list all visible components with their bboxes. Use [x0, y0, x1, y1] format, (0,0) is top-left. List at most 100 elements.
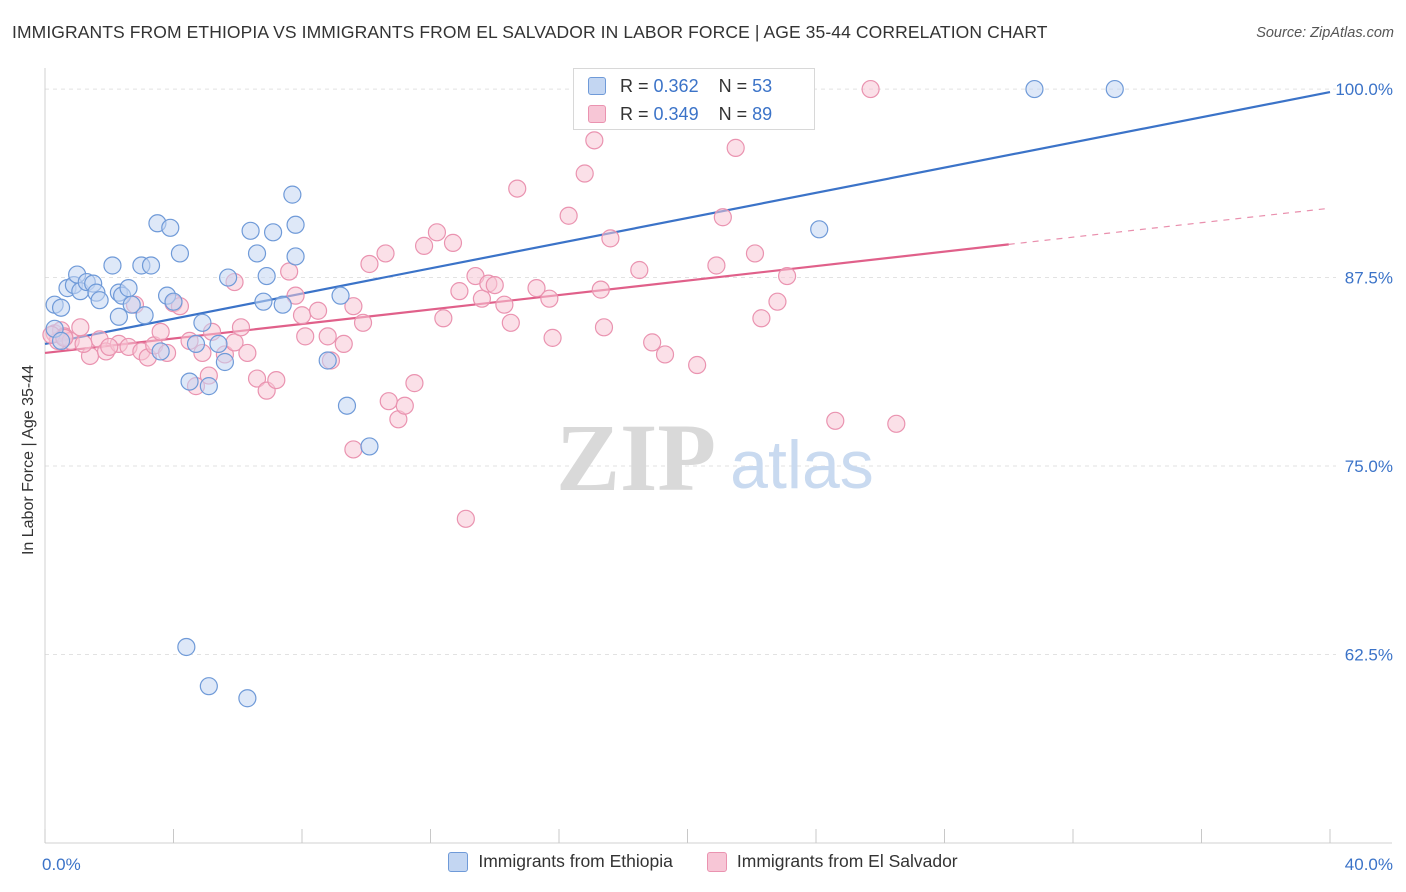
- el-salvador-point: [238, 343, 257, 363]
- el-salvador-point: [405, 374, 424, 393]
- el-salvador-point: [334, 334, 353, 354]
- ethiopia-point: [103, 256, 122, 275]
- el-salvador-point: [508, 179, 527, 198]
- el-salvador-point: [414, 236, 434, 255]
- el-salvador-point: [286, 286, 305, 305]
- el-salvador-point: [74, 334, 93, 354]
- el-salvador-point: [601, 229, 620, 248]
- trend-lines: [44, 91, 1331, 355]
- ethiopia-point: [199, 377, 218, 396]
- ethiopia-point: [1025, 79, 1044, 99]
- ethiopia-point: [151, 342, 170, 361]
- watermark: ZIP atlas: [556, 404, 874, 511]
- stats-r-label: R =: [620, 103, 649, 124]
- legend-label-ethiopia: Immigrants from Ethiopia: [478, 851, 673, 871]
- el-salvador-point: [630, 260, 649, 280]
- el-salvador-point: [861, 79, 880, 99]
- el-salvador-point: [280, 262, 299, 281]
- el-salvador-point: [100, 337, 119, 357]
- el-salvador-point: [360, 254, 379, 274]
- el-salvador-point: [594, 318, 614, 337]
- ethiopia-point: [119, 279, 138, 298]
- watermark-atlas: atlas: [730, 427, 874, 503]
- stats-legend: R = 0.362 N = 53 R = 0.349 N = 89: [573, 68, 815, 130]
- el-salvador-point: [395, 396, 414, 415]
- watermark-zip: ZIP: [556, 404, 716, 511]
- x-tick-label-max: 40.0%: [1345, 855, 1393, 874]
- ethiopia-point: [241, 221, 260, 240]
- el-salvador-point: [292, 306, 312, 325]
- x-tick-label-min: 0.0%: [42, 855, 81, 874]
- legend-item-el-salvador: Immigrants from El Salvador: [706, 851, 958, 872]
- ethiopia-point: [360, 437, 379, 456]
- el-salvador-point: [450, 282, 469, 301]
- stats-r-label: R =: [620, 75, 649, 96]
- bottom-legend: Immigrants from Ethiopia Immigrants from…: [0, 851, 1406, 872]
- axes: [44, 68, 1392, 844]
- el-salvador-point: [540, 289, 559, 308]
- el-salvador-point: [456, 509, 475, 528]
- el-salvador-point: [495, 295, 514, 314]
- stats-n-label: N =: [718, 103, 748, 124]
- stats-r-value: 0.362: [653, 75, 699, 96]
- ethiopia-point: [247, 244, 267, 263]
- el-salvador-point: [247, 369, 267, 388]
- legend-item-ethiopia: Immigrants from Ethiopia: [448, 851, 673, 872]
- el-salvador-point: [655, 345, 675, 364]
- ethiopia-point: [193, 313, 212, 332]
- el-salvador-point: [434, 309, 453, 328]
- el-salvador-point: [575, 164, 594, 183]
- el-salvador-point: [527, 279, 546, 298]
- stats-r-value: 0.349: [653, 103, 699, 124]
- ethiopia-point: [209, 334, 228, 354]
- ethiopia-point: [109, 307, 128, 326]
- y-tick-label: 100.0%: [1335, 80, 1393, 99]
- stats-row-el-salvador: R = 0.349 N = 89: [588, 102, 772, 126]
- ethiopia-point: [170, 244, 190, 263]
- stats-n-label: N =: [718, 75, 748, 96]
- tick-labels: 62.5% 75.0% 87.5% 100.0% 0.0% 40.0%: [42, 80, 1393, 874]
- ethiopia-point: [186, 334, 206, 354]
- ethiopia-point: [810, 220, 829, 239]
- el-salvador-point: [585, 131, 604, 150]
- el-salvador-point: [752, 309, 771, 328]
- ethiopia-point: [135, 306, 154, 325]
- el-salvador-point: [296, 327, 315, 346]
- y-tick-label: 62.5%: [1345, 646, 1393, 665]
- el-salvador-point: [151, 322, 170, 341]
- el-salvador-point: [501, 313, 520, 332]
- el-salvador-point: [318, 327, 337, 346]
- el-salvador-point: [713, 208, 732, 227]
- legend-label-el-salvador: Immigrants from El Salvador: [736, 851, 958, 871]
- el-salvador-point: [485, 275, 504, 295]
- grid-lines: [45, 88, 1336, 656]
- el-salvador-point: [379, 392, 398, 411]
- source-attribution: Source: ZipAtlas.com: [1256, 25, 1394, 41]
- el-salvador-point: [308, 301, 328, 320]
- el-salvador-point: [745, 244, 765, 263]
- el-salvador-point: [707, 256, 726, 275]
- ethiopia-point: [286, 247, 305, 266]
- ethiopia-point: [318, 351, 337, 370]
- legend-swatch-ethiopia: [448, 851, 469, 872]
- stats-swatch-ethiopia: [588, 77, 606, 95]
- el-salvador-point: [427, 223, 447, 242]
- ethiopia-point: [238, 689, 257, 708]
- ethiopia-point: [90, 291, 109, 310]
- el-salvador-point: [887, 414, 906, 433]
- el-salvador-point: [231, 318, 251, 337]
- ethiopia-point: [219, 268, 238, 287]
- el-salvador-point: [688, 355, 707, 375]
- ethiopia-point: [283, 185, 302, 204]
- ethiopia-point: [141, 256, 161, 275]
- chart-title: IMMIGRANTS FROM ETHIOPIA VS IMMIGRANTS F…: [12, 22, 1048, 42]
- data-points: [42, 79, 1124, 708]
- ethiopia-point: [263, 223, 283, 242]
- el-salvador-point: [591, 280, 610, 299]
- el-salvador-point: [472, 289, 491, 308]
- y-tick-label: 87.5%: [1345, 269, 1393, 288]
- ethiopia-point: [161, 218, 180, 237]
- stats-row-ethiopia: R = 0.362 N = 53: [588, 74, 772, 98]
- ethiopia-point: [215, 352, 234, 372]
